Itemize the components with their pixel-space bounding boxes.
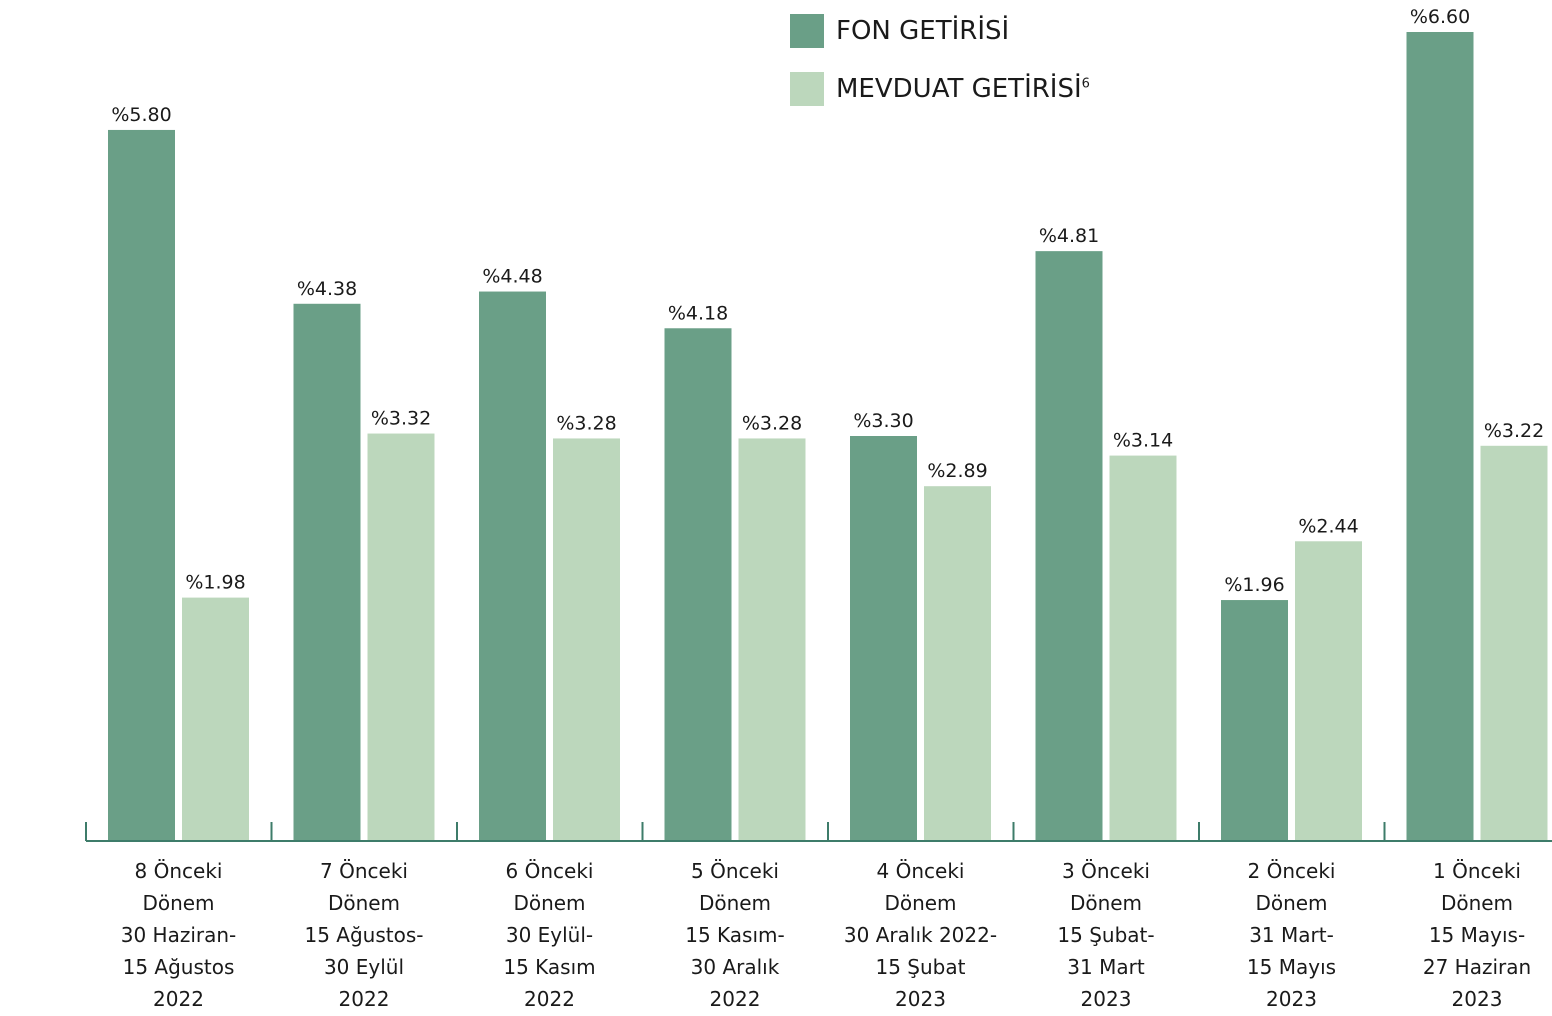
- data-label: %4.18: [668, 302, 728, 324]
- legend-footnote-mark: 6: [1081, 76, 1090, 92]
- legend-label-mevduat: MEVDUAT GETİRİSİ: [836, 74, 1082, 104]
- data-label: %3.30: [853, 410, 913, 432]
- x-tick-label: 6 Önceki Dönem 30 Eylül-15 Kasım 2022: [503, 859, 595, 1011]
- data-label: %2.44: [1298, 515, 1358, 537]
- legend-swatch-fon: [790, 14, 824, 48]
- bar-mevduat: [738, 438, 806, 840]
- data-label: %4.81: [1039, 225, 1099, 247]
- bar-fon: [850, 436, 917, 840]
- data-label: %3.28: [556, 412, 616, 434]
- data-label: %5.80: [111, 104, 171, 126]
- bar-mevduat: [553, 438, 620, 840]
- bar-mevduat: [1109, 455, 1177, 840]
- x-tick-label: 1 Önceki Dönem 15 Mayıs-27 Haziran 2023: [1423, 859, 1531, 1011]
- bar-mevduat: [367, 433, 435, 840]
- data-label: %3.22: [1484, 420, 1544, 442]
- bar-fon: [108, 129, 175, 840]
- bar-fon: [664, 328, 732, 840]
- legend-item-fon: FON GETİRİSİ: [790, 14, 1090, 48]
- bar-fon: [293, 303, 361, 840]
- data-label: %1.96: [1224, 574, 1284, 596]
- data-label: %6.60: [1410, 6, 1470, 28]
- data-label: %3.28: [742, 412, 802, 434]
- x-tick-label: 4 Önceki Dönem 30 Aralık 2022-15 Şubat 2023: [844, 859, 997, 1011]
- x-tick-label: 7 Önceki Dönem 15 Ağustos-30 Eylül 2022: [305, 859, 424, 1011]
- x-tick-label: 5 Önceki Dönem 15 Kasım-30 Aralık 2022: [685, 859, 785, 1011]
- legend-swatch-mevduat: [790, 72, 824, 106]
- bar-fon: [1221, 600, 1288, 840]
- data-label: %3.14: [1113, 430, 1173, 452]
- chart-legend: FON GETİRİSİ MEVDUAT GETİRİSİ6: [790, 14, 1090, 130]
- x-tick-label: 3 Önceki Dönem 15 Şubat-31 Mart 2023: [1057, 859, 1154, 1011]
- bar-fon: [1035, 251, 1103, 840]
- data-label: %4.48: [482, 266, 542, 288]
- bar-mevduat: [924, 486, 991, 840]
- bar-mevduat: [1480, 445, 1548, 840]
- bar-mevduat: [182, 597, 249, 840]
- bar-fon: [479, 291, 546, 840]
- data-label: %4.38: [297, 278, 357, 300]
- x-tick-label: 2 Önceki Dönem 31 Mart-15 Mayıs 2023: [1247, 859, 1336, 1011]
- legend-item-mevduat: MEVDUAT GETİRİSİ6: [790, 72, 1090, 106]
- data-label: %3.32: [371, 408, 431, 430]
- legend-label-fon: FON GETİRİSİ: [836, 16, 1010, 46]
- bar-fon: [1406, 32, 1474, 840]
- data-label: %1.98: [185, 572, 245, 594]
- x-tick-label: 8 Önceki Dönem 30 Haziran-15 Ağustos 2022: [121, 859, 237, 1011]
- bar-mevduat: [1295, 541, 1362, 840]
- data-label: %2.89: [927, 460, 987, 482]
